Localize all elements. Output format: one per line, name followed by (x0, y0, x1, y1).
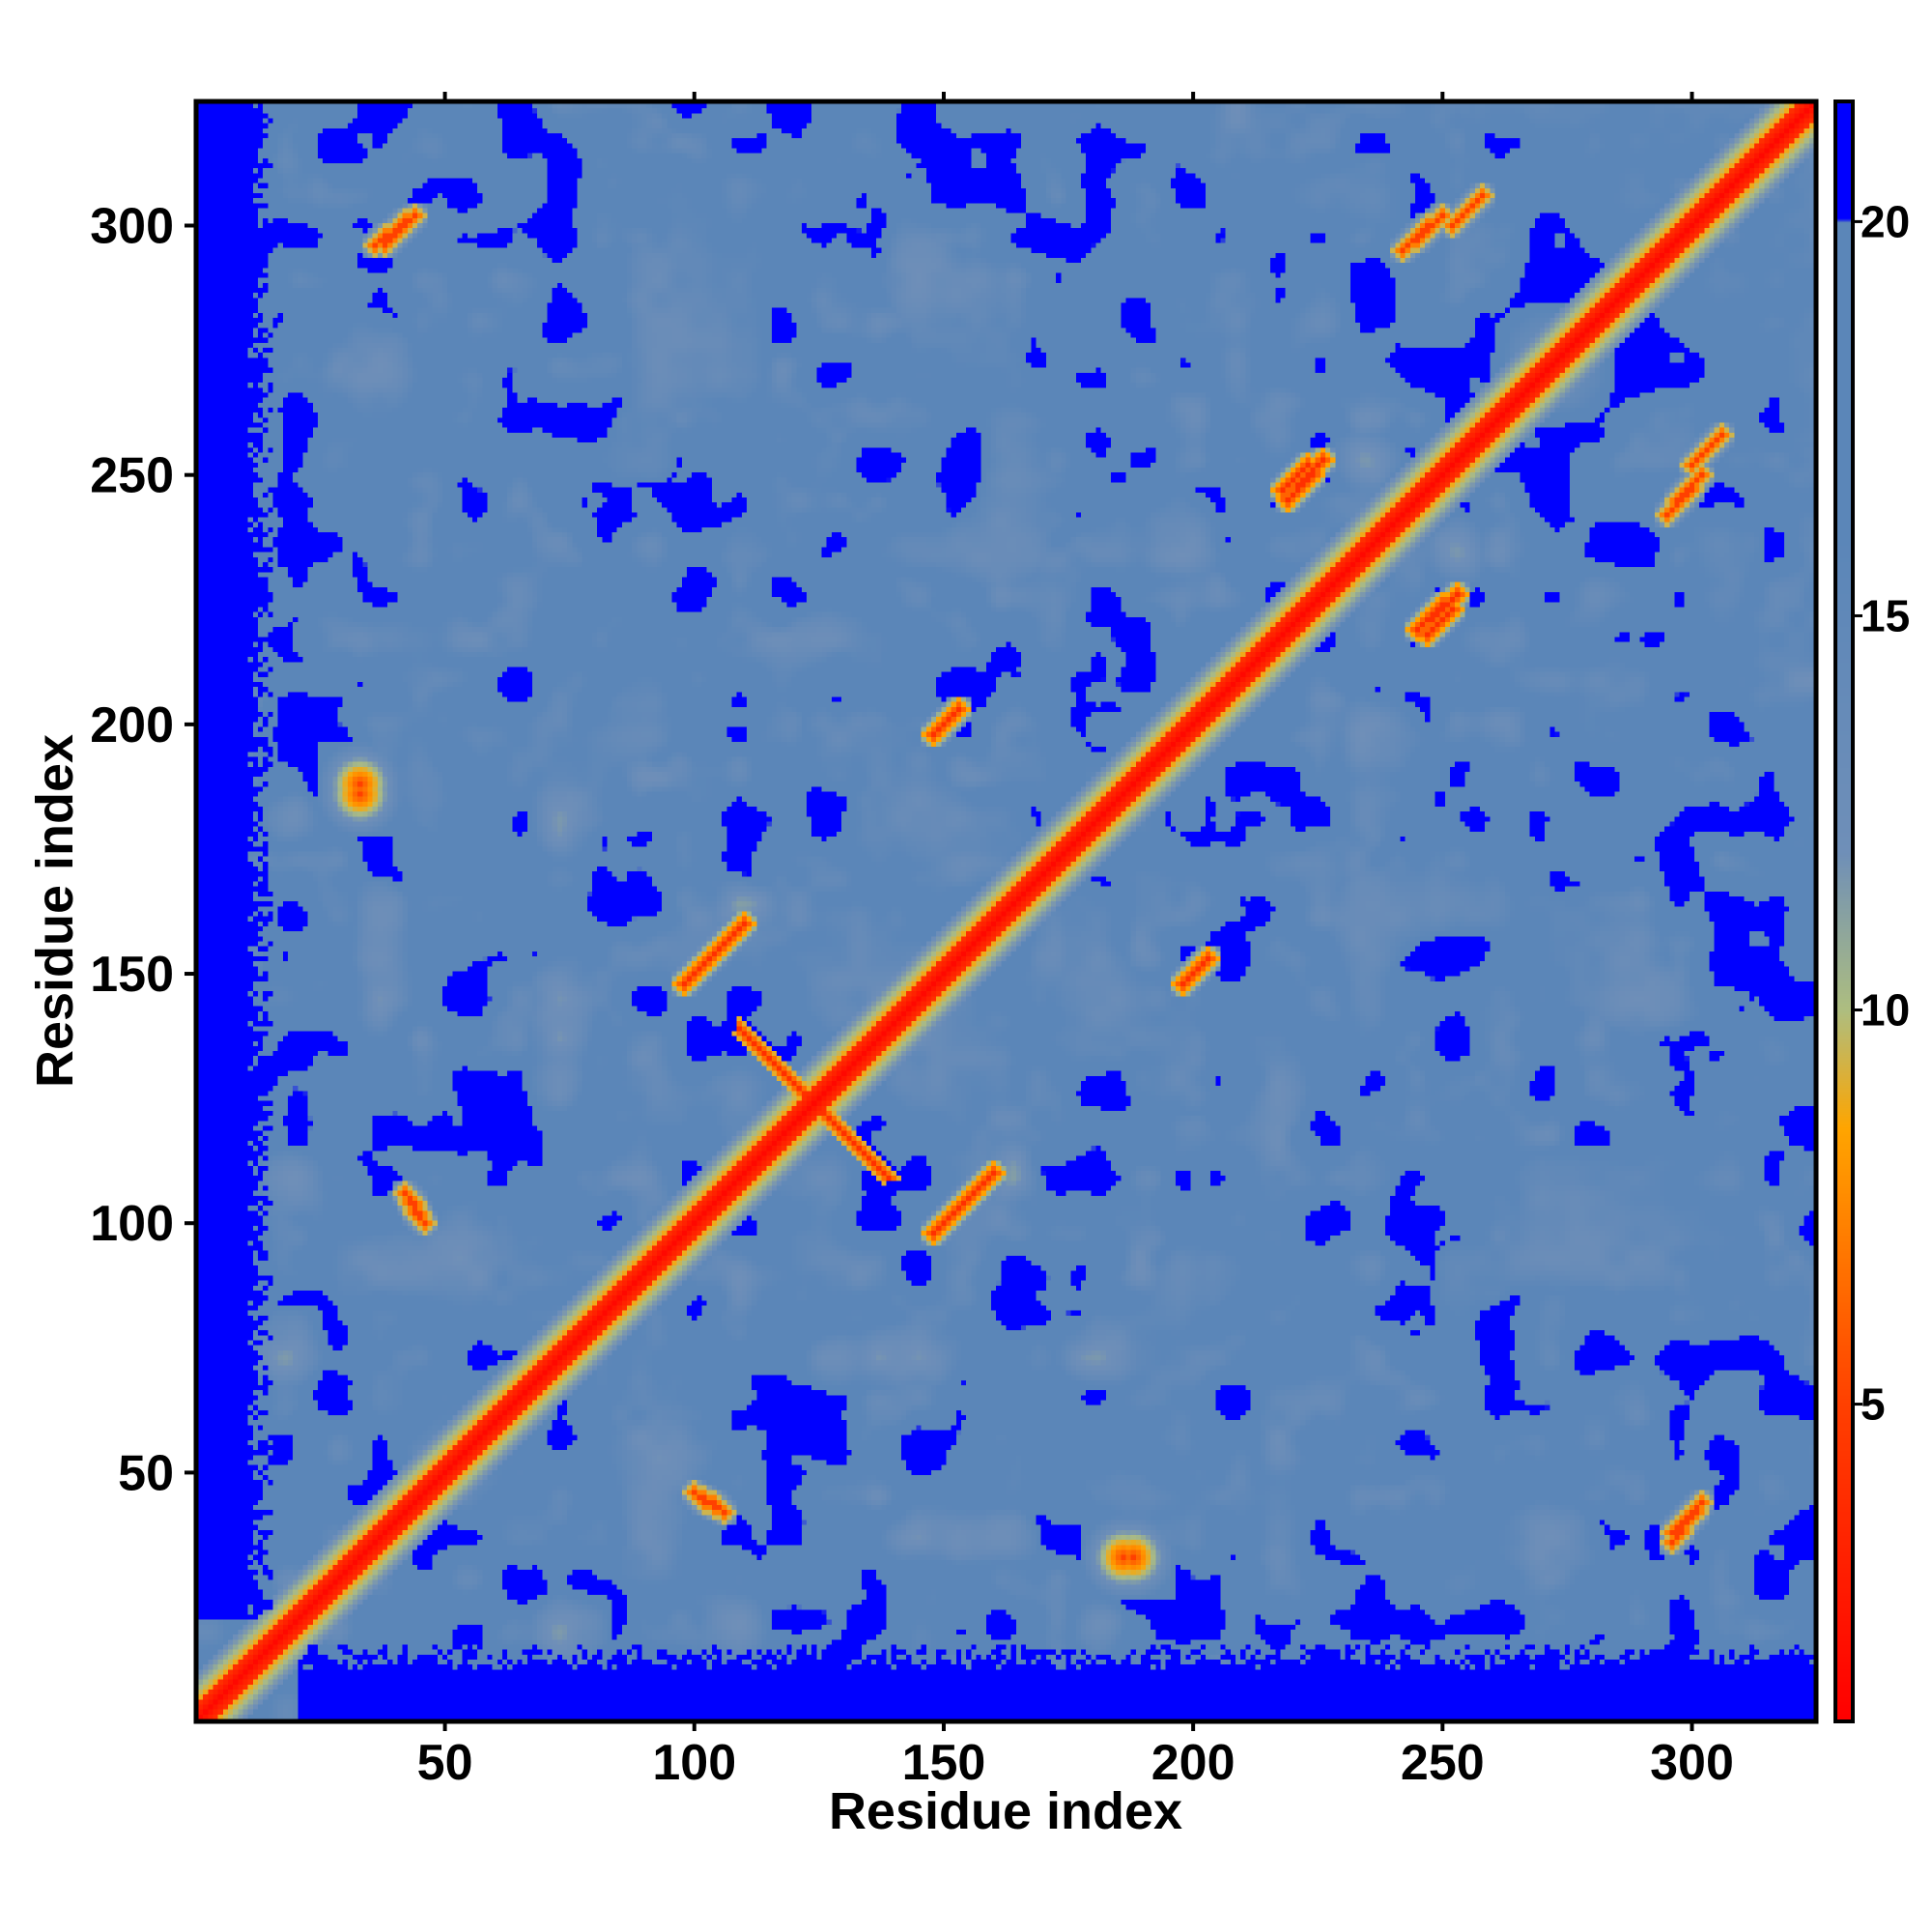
x-tick-label: 150 (902, 1735, 986, 1791)
heatmap (193, 99, 1819, 1724)
y-tick-label: 300 (90, 199, 174, 255)
colorbar-ticks: 5 10 15 20 (1853, 196, 1910, 1430)
colorbar-canvas-holder (1837, 103, 1851, 1719)
y-tick-label: 200 (90, 697, 174, 753)
x-tick-label: 100 (652, 1735, 736, 1791)
colorbar-tick-label: 10 (1861, 985, 1910, 1036)
colorbar-tick-label: 5 (1861, 1379, 1886, 1430)
x-axis: 50 100 150 200 250 300 (417, 92, 1734, 1791)
y-tick-label: 250 (90, 448, 174, 504)
x-tick-label: 200 (1151, 1735, 1236, 1791)
y-axis: 50 100 150 200 250 300 (90, 199, 198, 1501)
colorbar-frame (1833, 99, 1855, 1723)
y-axis-title: Residue index (26, 734, 84, 1088)
heatmap-canvas (198, 103, 1814, 1719)
heatmap-canvas-holder (198, 103, 1814, 1719)
colorbar-tick-label: 20 (1861, 196, 1910, 246)
colorbar-tick-label: 15 (1861, 590, 1910, 640)
colorbar: 5 10 15 20 (1833, 99, 1910, 1723)
y-tick-label: 150 (90, 947, 174, 1003)
y-tick-label: 50 (118, 1445, 174, 1501)
x-axis-title: Residue index (829, 1782, 1182, 1840)
y-tick-label: 100 (90, 1196, 174, 1252)
x-tick-label: 50 (417, 1735, 473, 1791)
plot-frame (193, 99, 1819, 1724)
x-tick-label: 250 (1401, 1735, 1485, 1791)
x-tick-label: 300 (1650, 1735, 1734, 1791)
colorbar-canvas (1837, 103, 1851, 1719)
